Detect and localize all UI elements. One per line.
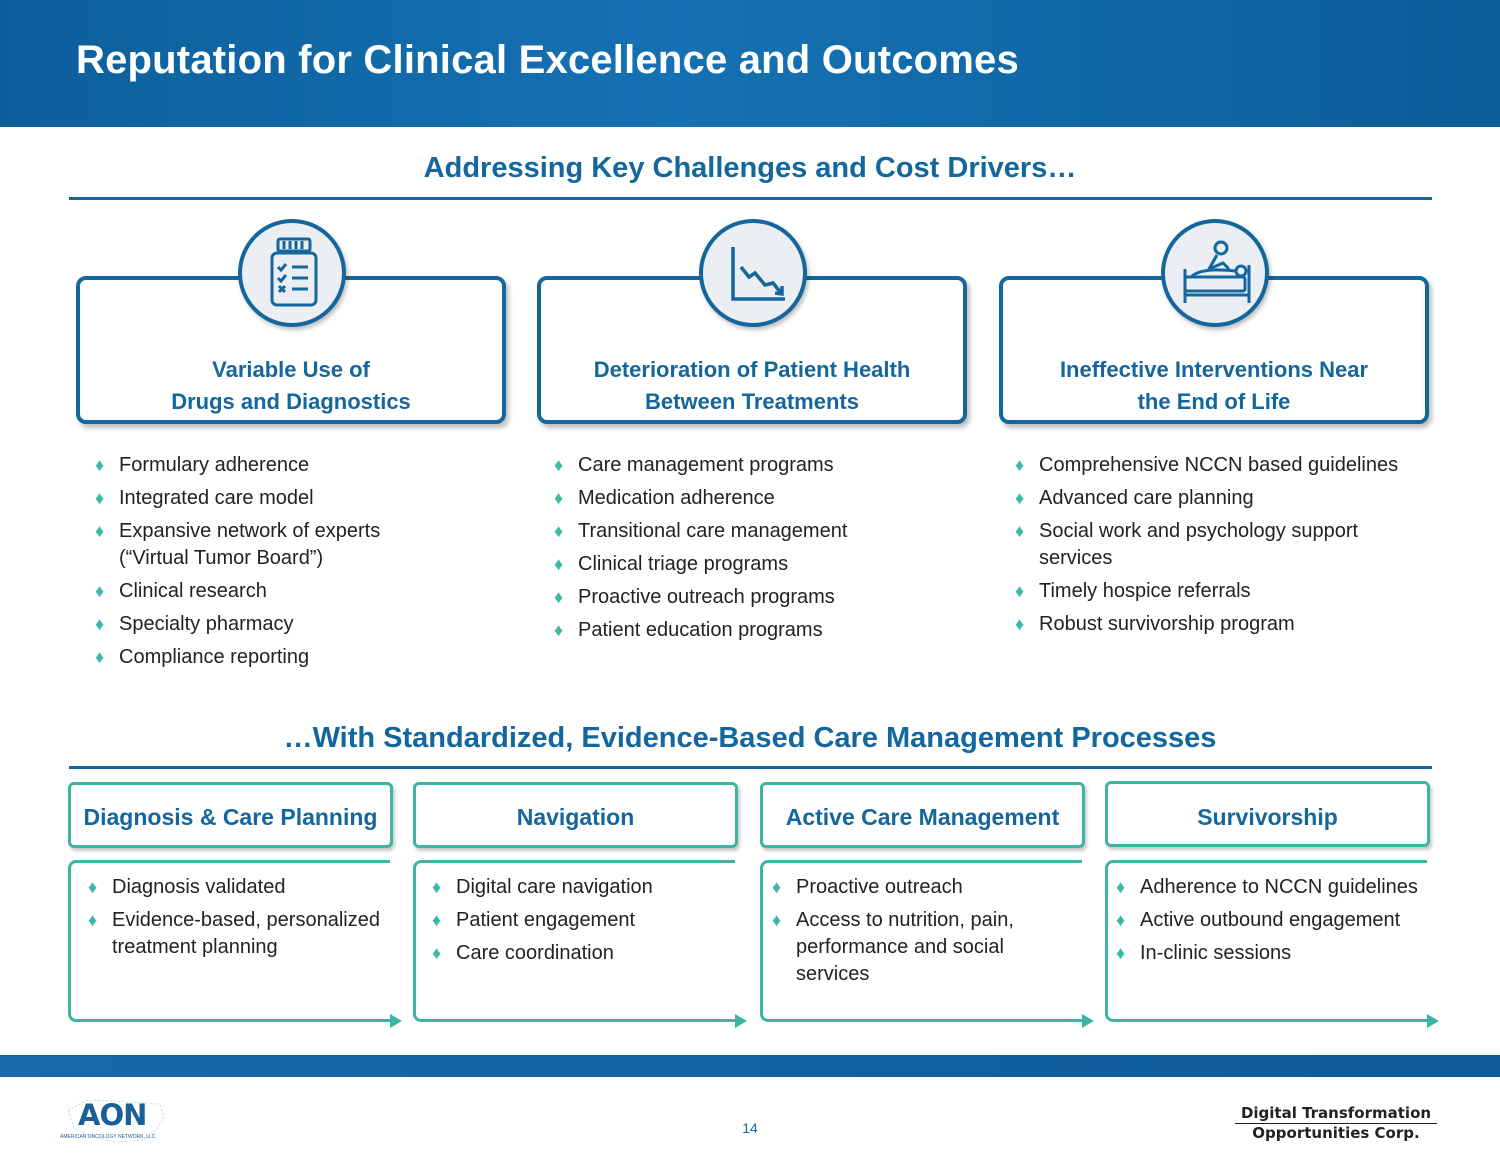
list-item: Adherence to NCCN guidelines xyxy=(1116,874,1426,901)
aon-logo-subtext: AMERICAN ONCOLOGY NETWORK, LLC xyxy=(60,1134,156,1140)
process-bullets-diagnosis: Diagnosis validated Evidence-based, pers… xyxy=(88,874,388,967)
process-title: Diagnosis & Care Planning xyxy=(83,804,378,830)
list-item: Diagnosis validated xyxy=(88,874,388,901)
process-bullets-navigation: Digital care navigation Patient engageme… xyxy=(432,874,732,973)
process-header-active-care: Active Care Management xyxy=(760,782,1085,848)
list-item: Robust survivorship program xyxy=(1015,611,1435,638)
arrow-right-icon xyxy=(1427,1014,1439,1028)
list-item: Integrated care model xyxy=(95,485,495,512)
list-item: Timely hospice referrals xyxy=(1015,578,1435,605)
list-item: Active outbound engagement xyxy=(1116,907,1426,934)
list-item: Patient engagement xyxy=(432,907,732,934)
process-frame-survivorship xyxy=(1105,860,1439,1028)
list-item: Care coordination xyxy=(432,940,732,967)
page-title: Reputation for Clinical Excellence and O… xyxy=(76,38,1019,82)
list-item: Compliance reporting xyxy=(95,644,495,671)
section-divider xyxy=(69,197,1432,200)
list-item: Proactive outreach xyxy=(772,874,1042,901)
list-item: Patient education programs xyxy=(554,617,954,644)
process-title: Survivorship xyxy=(1197,804,1338,830)
declining-chart-icon xyxy=(699,219,807,327)
list-item: Medication adherence xyxy=(554,485,954,512)
list-item: Proactive outreach programs xyxy=(554,584,954,611)
list-item: Advanced care planning xyxy=(1015,485,1435,512)
process-frame-navigation xyxy=(413,860,747,1028)
arrow-right-icon xyxy=(390,1014,402,1028)
section-title-challenges: Addressing Key Challenges and Cost Drive… xyxy=(423,152,1077,184)
process-bullets-active-care: Proactive outreach Access to nutrition, … xyxy=(772,874,1042,994)
challenge-bullets-end-of-life: Comprehensive NCCN based guidelines Adva… xyxy=(1015,452,1435,644)
challenge-title-line1: Variable Use of xyxy=(212,357,370,382)
challenge-title: Variable Use of Drugs and Diagnostics xyxy=(80,354,502,418)
challenge-title-line2: the End of Life xyxy=(1137,389,1291,414)
process-bullets-survivorship: Adherence to NCCN guidelines Active outb… xyxy=(1116,874,1426,973)
process-header-survivorship: Survivorship xyxy=(1105,781,1430,847)
patient-bed-icon xyxy=(1161,219,1269,327)
challenge-title: Deterioration of Patient Health Between … xyxy=(541,354,963,418)
list-item: Social work and psychology support servi… xyxy=(1015,518,1389,572)
section-title-processes: …With Standardized, Evidence-Based Care … xyxy=(283,722,1217,754)
pill-bottle-checklist-icon xyxy=(238,219,346,327)
list-item: Evidence-based, personalized treatment p… xyxy=(88,907,388,961)
challenge-bullets-drugs: Formulary adherence Integrated care mode… xyxy=(95,452,495,677)
challenge-title-line2: Between Treatments xyxy=(645,389,859,414)
arrow-right-icon xyxy=(735,1014,747,1028)
process-frame-diagnosis xyxy=(68,860,402,1028)
list-item: Transitional care management xyxy=(554,518,954,545)
process-title: Navigation xyxy=(516,804,635,830)
list-item: Clinical research xyxy=(95,578,495,605)
dto-logo: Digital Transformation Opportunities Cor… xyxy=(1235,1104,1437,1143)
list-item: Digital care navigation xyxy=(432,874,732,901)
list-item: Formulary adherence xyxy=(95,452,495,479)
list-item: Specialty pharmacy xyxy=(95,611,495,638)
list-item: Care management programs xyxy=(554,452,954,479)
dto-logo-line2: Opportunities Corp. xyxy=(1252,1124,1420,1142)
aon-logo: AON AMERICAN ONCOLOGY NETWORK, LLC xyxy=(60,1096,170,1146)
process-header-navigation: Navigation xyxy=(413,782,738,848)
list-item: In-clinic sessions xyxy=(1116,940,1426,967)
aon-logo-text: AON xyxy=(78,1098,147,1132)
arrow-right-icon xyxy=(1082,1014,1094,1028)
title-banner: Reputation for Clinical Excellence and O… xyxy=(0,0,1500,127)
list-item: Access to nutrition, pain, performance a… xyxy=(772,907,1042,988)
challenge-title: Ineffective Interventions Near the End o… xyxy=(1003,354,1425,418)
section-divider xyxy=(69,766,1432,769)
challenge-bullets-deterioration: Care management programs Medication adhe… xyxy=(554,452,954,650)
challenge-title-line1: Ineffective Interventions Near xyxy=(1059,357,1369,382)
footer-band xyxy=(0,1055,1500,1077)
list-item: Comprehensive NCCN based guidelines xyxy=(1015,452,1435,479)
challenge-title-line1: Deterioration of Patient Health xyxy=(593,357,911,382)
process-title: Active Care Management xyxy=(785,804,1060,830)
list-item: Expansive network of experts (“Virtual T… xyxy=(95,518,409,572)
challenge-title-line2: Drugs and Diagnostics xyxy=(171,389,411,414)
process-frame-active-care xyxy=(760,860,1094,1028)
dto-logo-line1: Digital Transformation xyxy=(1235,1104,1437,1124)
page-number: 14 xyxy=(742,1120,758,1136)
process-header-diagnosis: Diagnosis & Care Planning xyxy=(68,782,393,848)
list-item: Clinical triage programs xyxy=(554,551,954,578)
